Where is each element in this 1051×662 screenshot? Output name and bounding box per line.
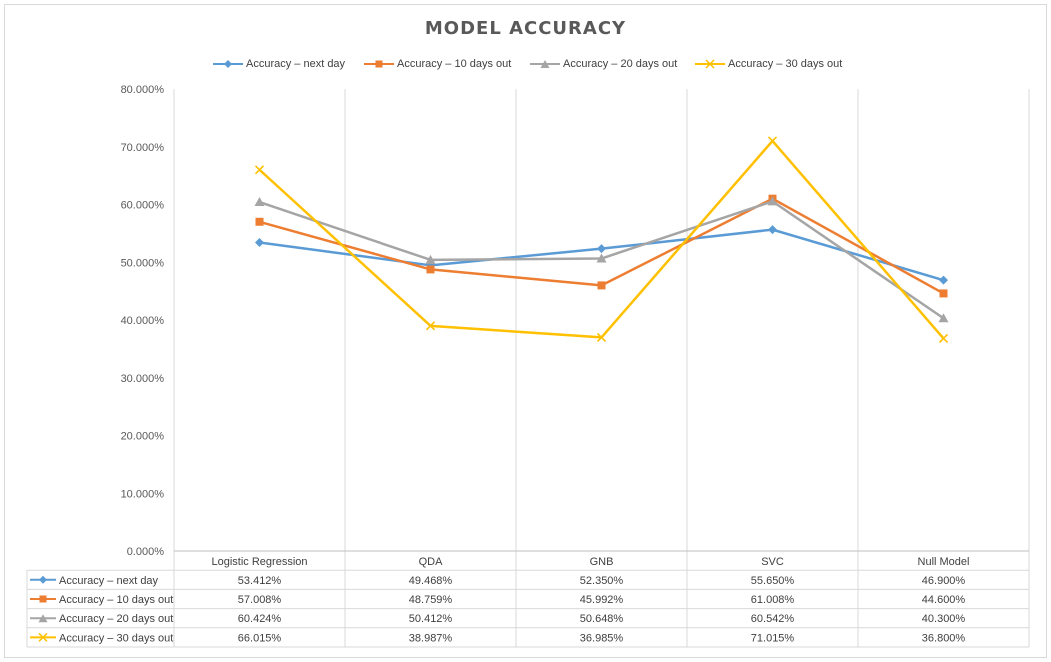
data-point (426, 265, 435, 274)
y-tick-label: 20.000% (121, 431, 165, 443)
data-point (939, 275, 948, 285)
table-cell-value: 61.008% (751, 594, 795, 606)
table-cell-value: 36.985% (580, 632, 624, 644)
table-row-label: Accuracy – next day (59, 575, 159, 587)
table-cell-value: 40.300% (922, 613, 966, 625)
table-row-key-marker (39, 575, 47, 584)
legend-item-20-days: Accuracy – 20 days out (530, 56, 677, 72)
legend-label-10-days: Accuracy – 10 days out (397, 58, 512, 70)
table-cell-value: 55.650% (751, 575, 795, 587)
data-point (596, 332, 607, 342)
table-cell-value: 66.015% (238, 632, 282, 644)
x-tick-label: SVC (761, 556, 784, 568)
table-row-label: Accuracy – 20 days out (59, 613, 173, 625)
table-cell-value: 38.987% (409, 632, 453, 644)
x-tick-label: GNB (590, 556, 614, 568)
table-cell-value: 44.600% (922, 594, 966, 606)
table-row-label: Accuracy – 10 days out (59, 594, 173, 606)
table-cell-value: 57.008% (238, 594, 282, 606)
legend-label-next-day: Accuracy – next day (246, 58, 346, 70)
y-tick-label: 30.000% (121, 373, 165, 385)
chart-title: MODEL ACCURACY (424, 18, 627, 39)
data-point (596, 253, 607, 263)
table-row-key-marker (38, 614, 48, 623)
table-cell-value: 50.412% (409, 613, 453, 625)
y-tick-label: 40.000% (121, 315, 165, 327)
y-tick-label: 10.000% (121, 488, 165, 500)
legend-item-30-days: Accuracy – 30 days out (695, 56, 842, 72)
table-row-key-marker (39, 595, 47, 603)
legend-marker-20-days (530, 60, 560, 68)
table-cell-value: 46.900% (922, 575, 966, 587)
data-point (254, 165, 265, 175)
legend-marker-10-days (364, 60, 394, 68)
table-row-key-marker (38, 632, 48, 642)
table-cell-value: 60.424% (238, 613, 282, 625)
data-point (425, 321, 436, 331)
data-point (254, 197, 265, 207)
x-tick-label: QDA (419, 556, 444, 568)
table-cell-value: 60.542% (751, 613, 795, 625)
series-line (258, 139, 945, 340)
table-row-label: Accuracy – 30 days out (59, 632, 173, 644)
data-point (597, 281, 606, 290)
data-point (938, 313, 949, 323)
data-point (767, 196, 778, 206)
y-tick-label: 60.000% (121, 200, 165, 212)
table-cell-value: 53.412% (238, 575, 282, 587)
table-cell-value: 49.468% (409, 575, 453, 587)
data-point (597, 244, 606, 254)
y-tick-label: 0.000% (127, 546, 165, 558)
data-point (767, 136, 778, 146)
data-point (425, 254, 436, 264)
legend-item-next-day: Accuracy – next day (213, 56, 345, 72)
table-cell-value: 71.015% (751, 632, 795, 644)
x-tick-label: Logistic Regression (212, 556, 308, 568)
y-tick-label: 50.000% (121, 257, 165, 269)
data-point (255, 238, 264, 248)
table-cell-value: 52.350% (580, 575, 624, 587)
table-cell-value: 36.800% (922, 632, 966, 644)
y-tick-label: 80.000% (121, 84, 165, 96)
y-tick-label: 70.000% (121, 142, 165, 154)
data-point (255, 217, 264, 226)
legend-label-30-days: Accuracy – 30 days out (728, 58, 843, 70)
table-cell-value: 45.992% (580, 594, 624, 606)
data-point (939, 289, 948, 298)
data-point (938, 333, 949, 344)
data-point (768, 225, 777, 235)
legend-item-10-days: Accuracy – 10 days out (364, 56, 511, 72)
legend-marker-30-days (695, 59, 725, 69)
table-cell-value: 48.759% (409, 594, 453, 606)
legend-label-20-days: Accuracy – 20 days out (563, 58, 678, 70)
legend-marker-next-day (213, 60, 243, 68)
chart-frame (4, 4, 1047, 658)
x-tick-label: Null Model (918, 556, 970, 568)
table-cell-value: 50.648% (580, 613, 624, 625)
